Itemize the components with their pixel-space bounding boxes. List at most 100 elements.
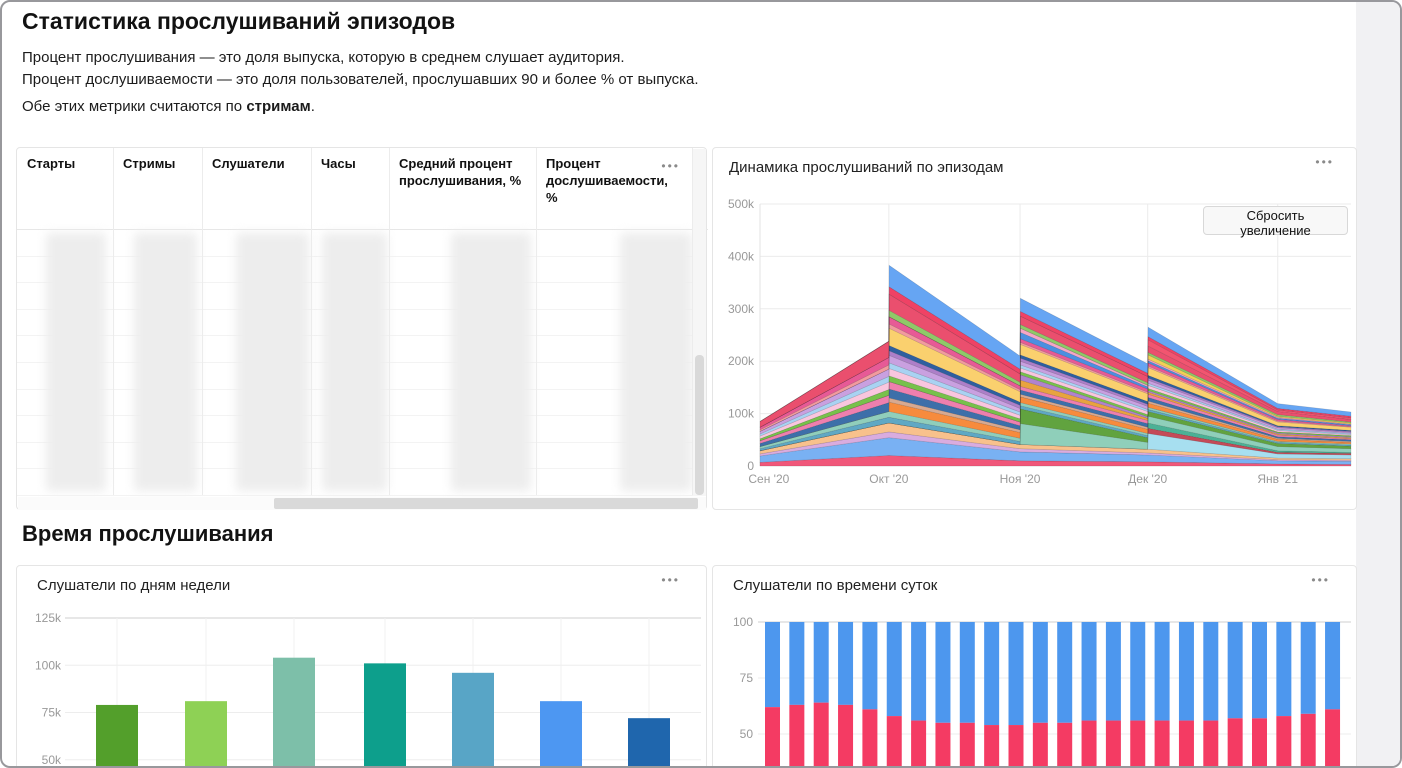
note-prefix: Обе этих метрики считаются по — [22, 98, 247, 115]
column-separator — [202, 148, 203, 495]
blurred-values-column — [236, 233, 309, 491]
table-column-header[interactable]: Средний процент прослушивания, % — [399, 156, 522, 188]
daytime-bar-top-segment[interactable] — [886, 622, 902, 717]
blurred-values-column — [322, 233, 387, 491]
daytime-bar-bottom-segment[interactable] — [789, 704, 805, 768]
episodes-chart-more-menu-icon[interactable]: ••• — [1309, 154, 1340, 170]
reset-zoom-button[interactable]: Сбросить увеличение — [1203, 206, 1348, 238]
daytime-bar-bottom-segment[interactable] — [1008, 725, 1024, 768]
table-column-header[interactable]: Старты — [27, 156, 76, 171]
axis-tick-label: 300k — [728, 302, 755, 316]
daytime-bar-bottom-segment[interactable] — [813, 702, 829, 768]
axis-tick-label: 400k — [728, 249, 755, 263]
daytime-bar-bottom-segment[interactable] — [1178, 720, 1194, 768]
daytime-bar-top-segment[interactable] — [1178, 622, 1194, 721]
daytime-bar-top-segment[interactable] — [959, 622, 975, 723]
weekday-bar[interactable] — [628, 718, 670, 768]
table-column-header[interactable]: Часы — [321, 156, 356, 171]
daytime-bar-bottom-segment[interactable] — [1227, 718, 1243, 768]
axis-tick-label: 50k — [42, 753, 62, 767]
vertical-scrollbar-thumb[interactable] — [695, 355, 704, 495]
table-horizontal-scrollbar[interactable] — [18, 497, 706, 510]
axis-tick-label: Янв '21 — [1257, 472, 1298, 486]
area-series — [759, 396, 1352, 447]
daytime-bar-top-segment[interactable] — [1008, 622, 1024, 726]
daytime-bar-bottom-segment[interactable] — [1130, 720, 1146, 768]
axis-tick-label: Ноя '20 — [1000, 472, 1041, 486]
daytime-bar-top-segment[interactable] — [1227, 622, 1243, 719]
daytime-bar-bottom-segment[interactable] — [1105, 720, 1121, 768]
daytime-bar-bottom-segment[interactable] — [1203, 720, 1219, 768]
axis-tick-label: Окт '20 — [869, 472, 909, 486]
note-bold-word: стримам — [246, 98, 311, 115]
daytime-bar-bottom-segment[interactable] — [911, 720, 927, 768]
daytime-bar-bottom-segment[interactable] — [1252, 718, 1267, 768]
daytime-bar-top-segment[interactable] — [1057, 622, 1073, 723]
daytime-chart-more-menu-icon[interactable]: ••• — [1305, 572, 1336, 588]
daytime-bar-top-segment[interactable] — [813, 622, 829, 703]
daytime-bar-top-segment[interactable] — [1325, 622, 1341, 710]
area-series — [759, 264, 1352, 422]
daytime-bar-bottom-segment[interactable] — [838, 704, 854, 768]
blurred-values-column — [451, 233, 531, 491]
horizontal-scrollbar-thumb[interactable] — [274, 498, 698, 509]
axis-tick-label: 0 — [747, 459, 754, 473]
weekday-bar[interactable] — [273, 657, 315, 768]
listeners-by-weekday-chart-plot[interactable]: 125k 100k 75k 50k — [17, 566, 706, 768]
table-header-row: Старты Стримы Слушатели Часы Средний процент… — [17, 148, 708, 230]
daytime-bar-bottom-segment[interactable] — [1276, 716, 1292, 768]
episodes-dynamics-card: Динамика прослушиваний по эпизодам ••• 5… — [712, 147, 1357, 510]
daytime-bar-bottom-segment[interactable] — [984, 725, 1000, 768]
daytime-bar-bottom-segment[interactable] — [1032, 722, 1048, 768]
daytime-bar-bottom-segment[interactable] — [1081, 720, 1097, 768]
daytime-bar-top-segment[interactable] — [1203, 622, 1219, 721]
weekday-bar[interactable] — [364, 663, 406, 768]
daytime-bar-top-segment[interactable] — [1252, 622, 1267, 719]
axis-tick-label: 100k — [728, 407, 755, 421]
weekday-bar[interactable] — [96, 704, 138, 768]
area-series — [759, 393, 1352, 447]
daytime-bar-bottom-segment[interactable] — [886, 716, 902, 768]
daytime-bar-top-segment[interactable] — [862, 622, 878, 710]
axis-tick-label: 75 — [740, 671, 754, 685]
weekday-bar[interactable] — [452, 672, 494, 768]
weekday-bar[interactable] — [540, 701, 582, 768]
daytime-bar-top-segment[interactable] — [1105, 622, 1121, 721]
daytime-bar-bottom-segment[interactable] — [1300, 713, 1316, 768]
daytime-bar-top-segment[interactable] — [984, 622, 1000, 726]
table-column-header[interactable]: Слушатели — [212, 156, 285, 171]
daytime-bar-top-segment[interactable] — [935, 622, 951, 723]
blurred-values-column — [46, 233, 106, 491]
daytime-bar-top-segment[interactable] — [1154, 622, 1170, 721]
column-separator — [536, 148, 537, 495]
daytime-chart-title: Слушатели по времени суток — [733, 577, 938, 594]
daytime-bar-top-segment[interactable] — [765, 622, 780, 708]
daytime-bar-top-segment[interactable] — [1276, 622, 1292, 717]
axis-tick-label: 75k — [42, 706, 62, 720]
daytime-bar-top-segment[interactable] — [1081, 622, 1097, 721]
daytime-bar-top-segment[interactable] — [1032, 622, 1048, 723]
daytime-bar-bottom-segment[interactable] — [765, 707, 780, 768]
daytime-bar-bottom-segment[interactable] — [1325, 709, 1341, 768]
description-line-2: Процент дослушиваемости — это доля польз… — [22, 70, 699, 88]
listeners-by-daytime-chart-plot[interactable]: 100 75 50 — [713, 566, 1356, 768]
daytime-bar-bottom-segment[interactable] — [862, 709, 878, 768]
column-separator — [311, 148, 312, 495]
daytime-bar-bottom-segment[interactable] — [959, 722, 975, 768]
daytime-bar-top-segment[interactable] — [911, 622, 927, 721]
weekday-chart-more-menu-icon[interactable]: ••• — [655, 572, 686, 588]
column-separator — [389, 148, 390, 495]
daytime-bar-top-segment[interactable] — [1130, 622, 1146, 721]
daytime-bar-bottom-segment[interactable] — [1057, 722, 1073, 768]
daytime-bar-top-segment[interactable] — [789, 622, 805, 705]
daytime-bar-top-segment[interactable] — [838, 622, 854, 705]
table-column-header[interactable]: Стримы — [123, 156, 176, 171]
table-more-menu-icon[interactable]: ••• — [655, 158, 686, 174]
table-vertical-scrollbar[interactable] — [693, 149, 706, 496]
daytime-bar-top-segment[interactable] — [1300, 622, 1316, 714]
table-column-header[interactable]: Процент дослушиваемости, % — [546, 156, 668, 205]
weekday-bar[interactable] — [185, 701, 227, 768]
daytime-bar-bottom-segment[interactable] — [935, 722, 951, 768]
daytime-bar-bottom-segment[interactable] — [1154, 720, 1170, 768]
